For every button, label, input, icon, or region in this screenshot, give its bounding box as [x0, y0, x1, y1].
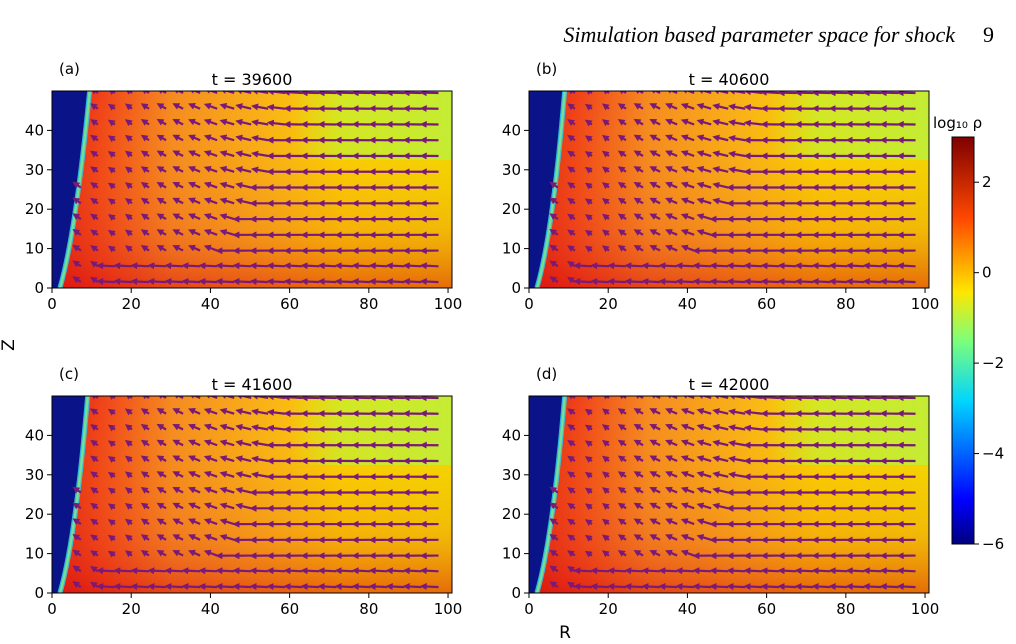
velocity-field [549, 396, 916, 591]
x-tick-label: 100 [434, 600, 463, 618]
y-tick-label: 0 [34, 279, 44, 297]
velocity-field [72, 396, 439, 591]
panel-letter: (d) [536, 365, 557, 383]
panel-letter: (c) [59, 365, 79, 383]
y-tick-label: 30 [25, 466, 44, 484]
x-tick-label: 100 [911, 295, 940, 313]
x-tick-label: 40 [201, 295, 220, 313]
x-tick-label: 0 [47, 295, 57, 313]
y-tick-label: 20 [25, 505, 44, 523]
panel-title: t = 41600 [212, 375, 293, 394]
running-head: Simulation based parameter space for sho… [563, 22, 994, 48]
y-tick-label: 20 [502, 505, 521, 523]
colorbar-tick-label: −6 [982, 535, 1004, 553]
panel-b: 0 20 40 60 80 100 0 10 20 30 40 (b) t = 40600 [502, 60, 939, 313]
y-tick-label: 0 [511, 584, 521, 602]
page-number: 9 [983, 22, 994, 47]
x-tick-label: 20 [122, 295, 141, 313]
x-tick-label: 80 [836, 600, 855, 618]
running-head-title: Simulation based parameter space for sho… [563, 22, 955, 47]
panel-d: 0 20 40 60 80 100 0 10 20 30 40 (d) t = 42000 [502, 365, 939, 618]
y-tick-label: 10 [502, 545, 521, 563]
x-tick-label: 80 [359, 295, 378, 313]
y-axis-label: Z [0, 339, 19, 351]
y-tick-label: 40 [502, 121, 521, 139]
x-tick-label: 40 [678, 600, 697, 618]
x-axis-label: R [559, 623, 571, 643]
x-tick-label: 60 [280, 295, 299, 313]
panel-letter: (b) [536, 60, 557, 78]
x-tick-label: 80 [359, 600, 378, 618]
x-tick-label: 60 [280, 600, 299, 618]
colorbar-label: log₁₀ ρ [933, 114, 982, 132]
colorbar-tick-label: 0 [982, 264, 992, 282]
x-tick-label: 0 [524, 600, 534, 618]
x-tick-label: 0 [524, 295, 534, 313]
x-tick-label: 100 [911, 600, 940, 618]
x-tick-label: 60 [757, 600, 776, 618]
y-tick-label: 10 [25, 240, 44, 258]
colorbar: 2 0 −2 −4 −6 log₁₀ ρ [933, 114, 1004, 553]
y-tick-label: 0 [34, 584, 44, 602]
x-tick-label: 40 [201, 600, 220, 618]
colorbar-tick-label: 2 [982, 173, 992, 191]
panel-letter: (a) [59, 60, 80, 78]
y-tick-label: 30 [502, 161, 521, 179]
x-tick-label: 20 [599, 295, 618, 313]
y-tick-label: 0 [511, 279, 521, 297]
y-tick-label: 40 [25, 121, 44, 139]
y-tick-label: 40 [25, 426, 44, 444]
panel-title: t = 39600 [212, 70, 293, 89]
y-tick-label: 20 [502, 200, 521, 218]
x-tick-label: 80 [836, 295, 855, 313]
x-tick-label: 40 [678, 295, 697, 313]
colorbar-tick-label: −2 [982, 354, 1004, 372]
panel-title: t = 42000 [689, 375, 770, 394]
x-tick-label: 60 [757, 295, 776, 313]
y-tick-label: 10 [25, 545, 44, 563]
y-tick-label: 30 [502, 466, 521, 484]
x-tick-label: 20 [599, 600, 618, 618]
panel-c: 0 20 40 60 80 100 0 10 20 30 40 (c) t = 41600 [25, 365, 462, 618]
x-tick-label: 20 [122, 600, 141, 618]
x-tick-label: 0 [47, 600, 57, 618]
y-tick-label: 20 [25, 200, 44, 218]
panel-a: 0 20 40 60 80 100 0 10 20 30 40 (a) t = 39600 [25, 60, 462, 313]
colorbar-tick-label: −4 [982, 445, 1004, 463]
y-tick-label: 10 [502, 240, 521, 258]
panel-title: t = 40600 [689, 70, 770, 89]
velocity-field [72, 91, 439, 286]
y-tick-label: 30 [25, 161, 44, 179]
x-tick-label: 100 [434, 295, 463, 313]
y-tick-label: 40 [502, 426, 521, 444]
velocity-field [549, 91, 916, 286]
